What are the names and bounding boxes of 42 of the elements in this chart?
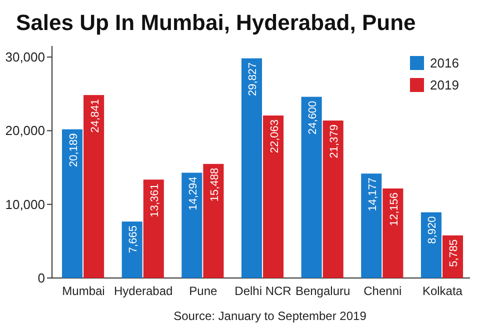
bar	[182, 172, 202, 278]
x-tick-label: Hyderabad	[114, 284, 173, 298]
bar	[382, 188, 404, 278]
data-label: 24,600	[307, 100, 320, 134]
x-tick-label: Pune	[189, 284, 218, 298]
y-tick-label: 10,000	[5, 196, 45, 212]
y-tick-label: 0	[38, 270, 45, 286]
bar	[203, 164, 224, 278]
bar	[420, 212, 442, 278]
x-tick-label: Delhi NCR	[234, 284, 292, 298]
data-label: 14,177	[366, 178, 379, 212]
data-label: 5,785	[448, 239, 460, 267]
data-label: 15,488	[208, 168, 221, 202]
bar	[301, 96, 322, 278]
data-label: 29,827	[247, 62, 260, 96]
data-label: 8,920	[426, 216, 439, 244]
bar	[84, 95, 104, 278]
data-label: 14,294	[187, 176, 200, 210]
chart-title: Sales Up In Mumbai, Hyderabad, Pune	[16, 10, 416, 35]
data-label: 20,189	[68, 133, 80, 167]
bar	[241, 58, 262, 278]
bar	[122, 222, 142, 278]
x-tick-label: Bengaluru	[295, 284, 350, 298]
y-tick-label: 30,000	[5, 50, 45, 65]
y-tick-label: 20,000	[5, 123, 45, 138]
bar	[263, 116, 284, 278]
bar	[62, 129, 83, 278]
x-tick-label: Kolkata	[422, 284, 463, 298]
data-label: 7,665	[128, 226, 140, 254]
data-label: 13,361	[149, 184, 162, 218]
x-tick-label: Chenni	[364, 284, 402, 298]
bar	[322, 120, 344, 278]
data-label: 12,156	[388, 192, 400, 226]
legend-label: 2016	[430, 56, 459, 71]
data-label: 21,379	[328, 124, 341, 158]
legend-label: 2019	[430, 78, 459, 93]
data-label: 22,063	[268, 120, 281, 154]
x-tick-label: Mumbai	[62, 284, 105, 298]
bar	[361, 174, 382, 278]
source-note: Source: January to September 2019	[174, 309, 367, 323]
bar	[143, 180, 164, 278]
data-label: 24,841	[89, 99, 102, 133]
